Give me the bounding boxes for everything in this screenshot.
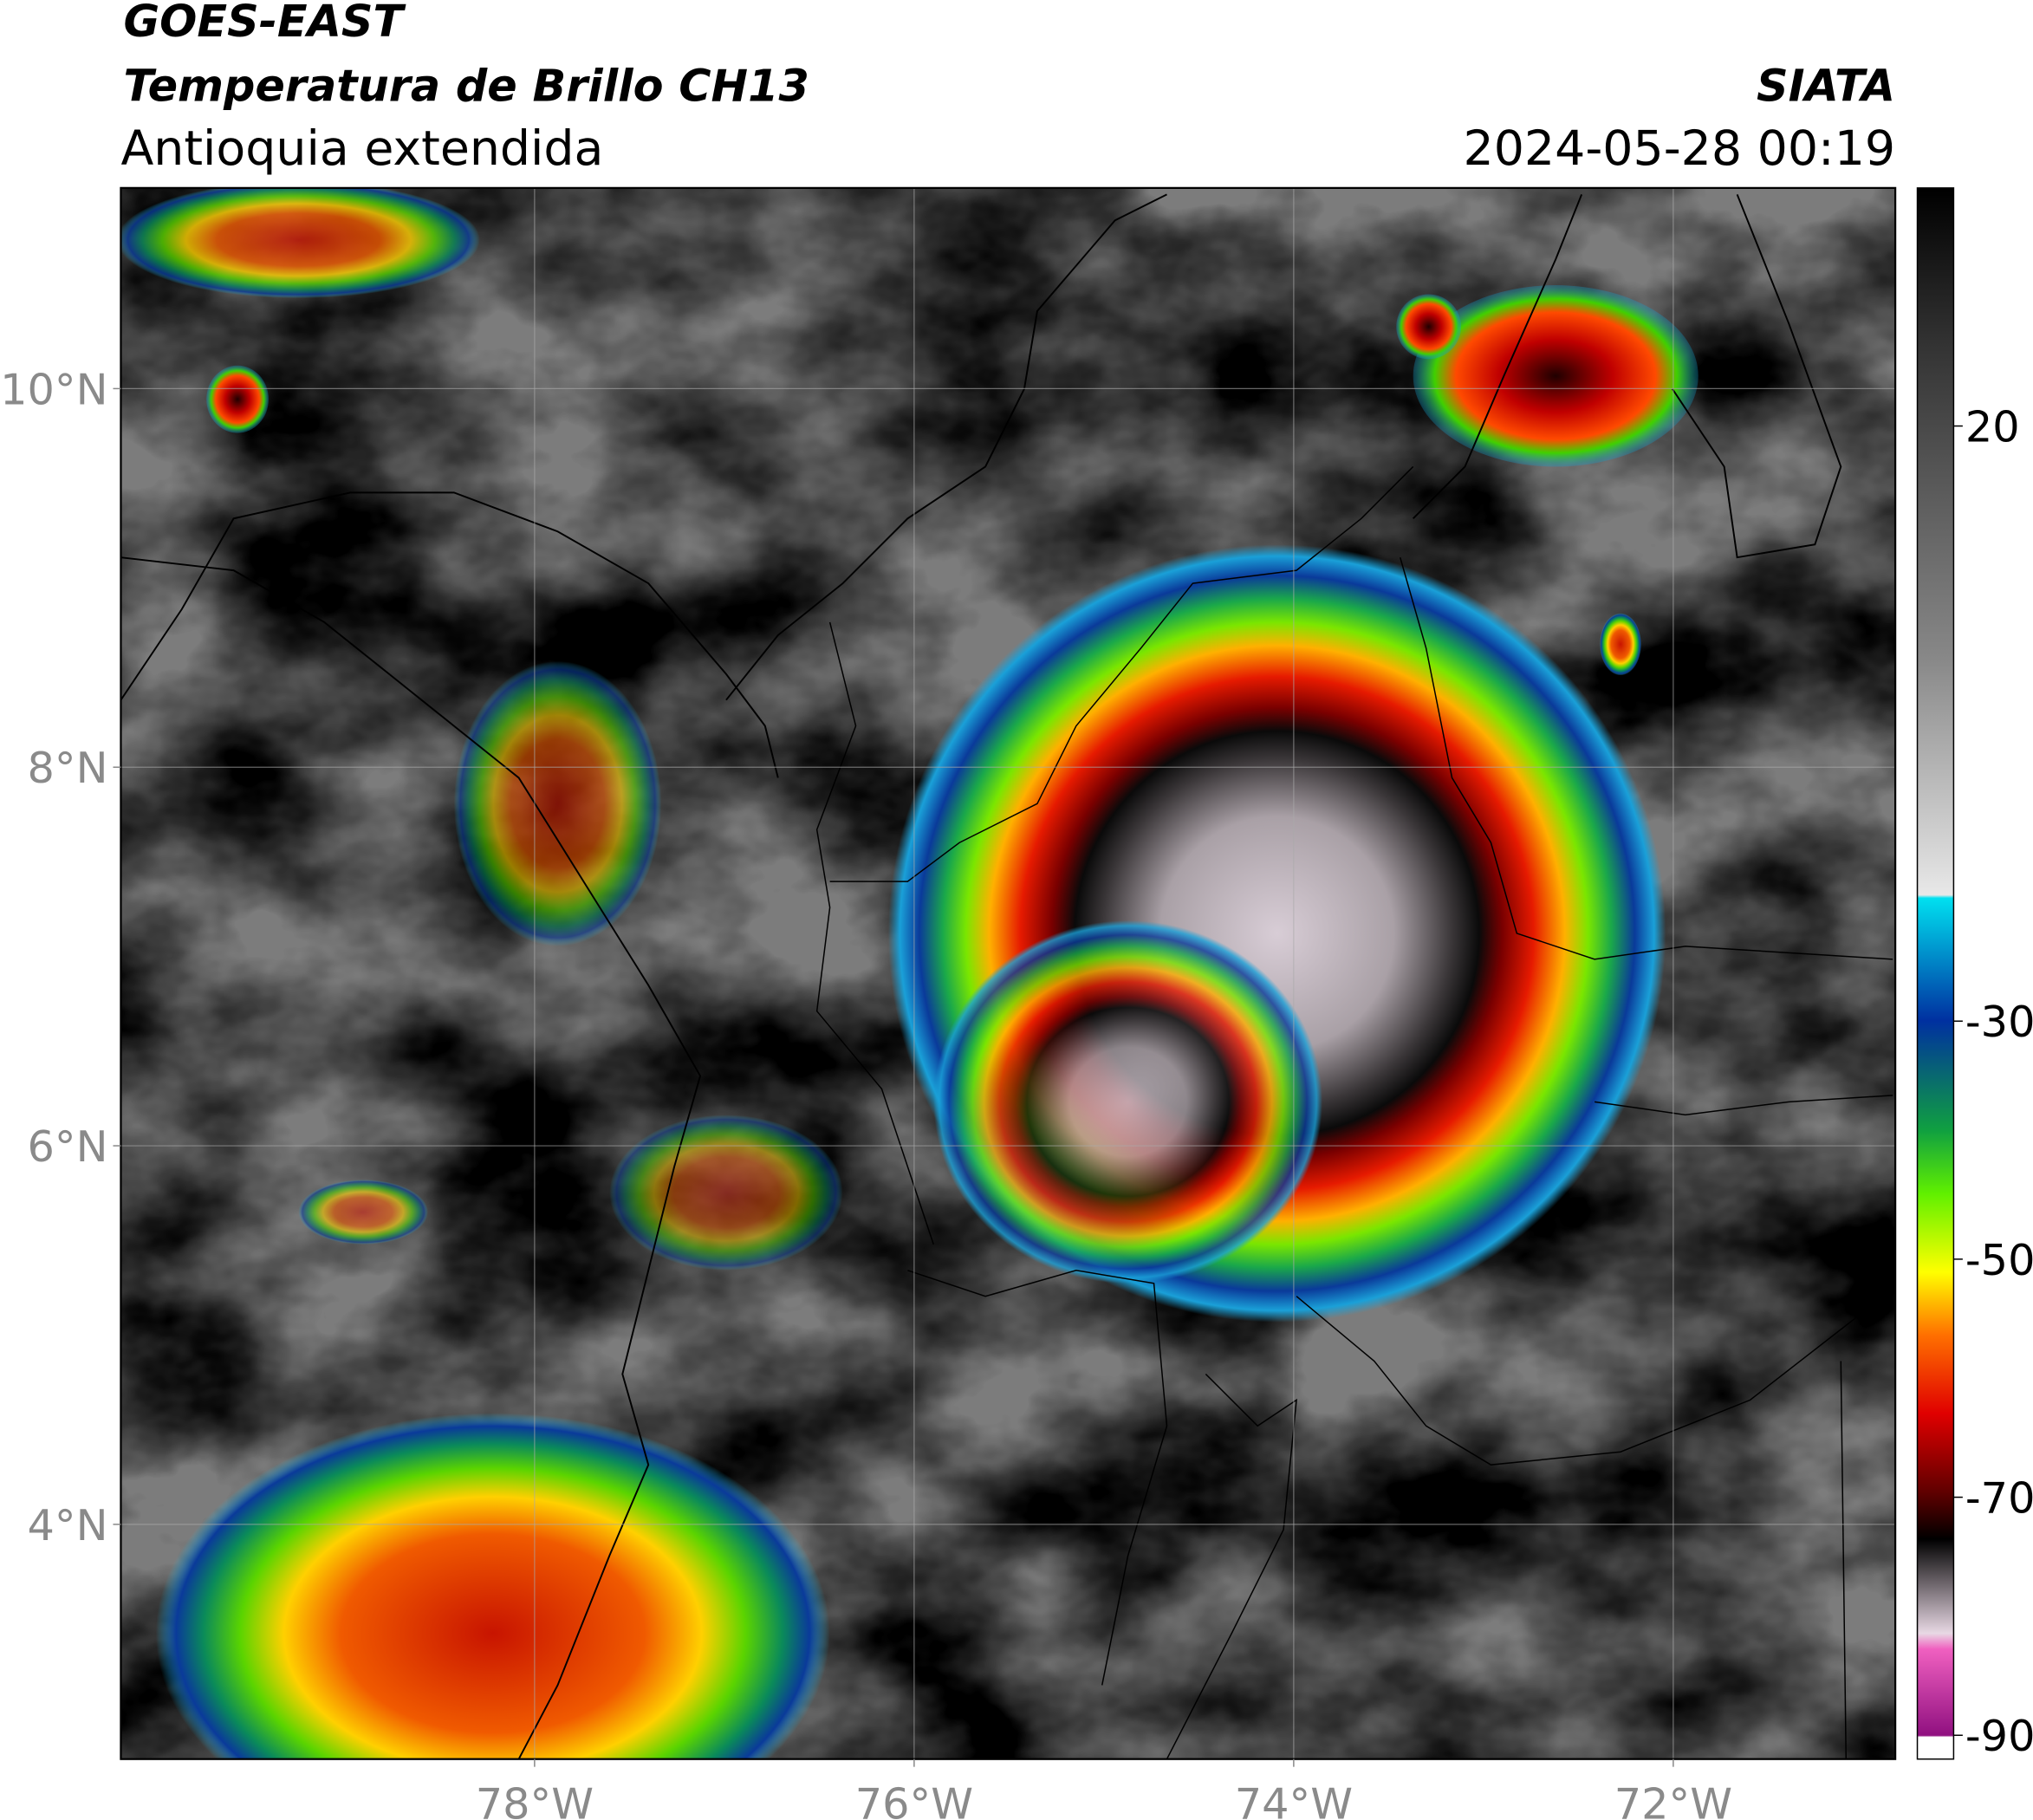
coastline: [1672, 193, 1842, 559]
border: [815, 621, 934, 1245]
product-title: Temperatura de Brillo CH13: [123, 61, 809, 112]
storm-southwest: [155, 1413, 830, 1759]
map-frame: [120, 186, 1897, 1760]
cell: [1600, 613, 1641, 676]
lat-tick-label: 10°N: [0, 364, 107, 414]
map-area: [120, 187, 1896, 1759]
cell-cluster: [453, 660, 662, 946]
border: [829, 465, 1414, 882]
source-label: SIATA: [1757, 61, 1895, 112]
lon-tick-label: 72°W: [1614, 1779, 1732, 1820]
cell: [206, 365, 269, 433]
region-subtitle: Antioquia extendida: [120, 121, 603, 177]
coastline: [725, 193, 1167, 701]
lon-tick-label: 76°W: [855, 1779, 973, 1820]
borders: [815, 465, 1893, 1759]
cell-cluster: [609, 1115, 843, 1271]
border: [1400, 556, 1893, 960]
satellite-title: GOES-EAST: [123, 0, 406, 47]
border: [1166, 1373, 1297, 1759]
coastlines: [120, 193, 1842, 1759]
colorbar-tick-label: -50: [1965, 1235, 2033, 1285]
colorbar-tick-label: -30: [1965, 997, 2033, 1047]
border: [1594, 1095, 1893, 1116]
lat-tick-label: 4°N: [28, 1500, 108, 1550]
graticule: [120, 187, 1896, 1759]
coastline: [120, 491, 779, 778]
datetime-label: 2024-05-28 00:19: [1464, 121, 1896, 177]
border: [907, 1270, 1168, 1686]
coastline: [1413, 193, 1583, 519]
lon-tick-label: 78°W: [476, 1779, 594, 1820]
colorbar-tick-label: -70: [1965, 1473, 2033, 1524]
lat-tick-label: 6°N: [28, 1121, 108, 1172]
lon-tick-label: 74°W: [1235, 1779, 1353, 1820]
lat-tick-label: 8°N: [28, 743, 108, 793]
colorbar-tick-label: -90: [1965, 1711, 2033, 1761]
cell-cluster: [120, 187, 480, 298]
colorbar: [1916, 187, 1955, 1760]
storm-lobe: [933, 920, 1322, 1284]
colorbar-tick-label: 20: [1965, 401, 2020, 452]
border: [1296, 1296, 1867, 1466]
border: [1840, 1361, 1848, 1759]
cell: [1396, 294, 1462, 360]
cell-cluster: [298, 1180, 428, 1245]
coastline: [120, 556, 702, 1759]
